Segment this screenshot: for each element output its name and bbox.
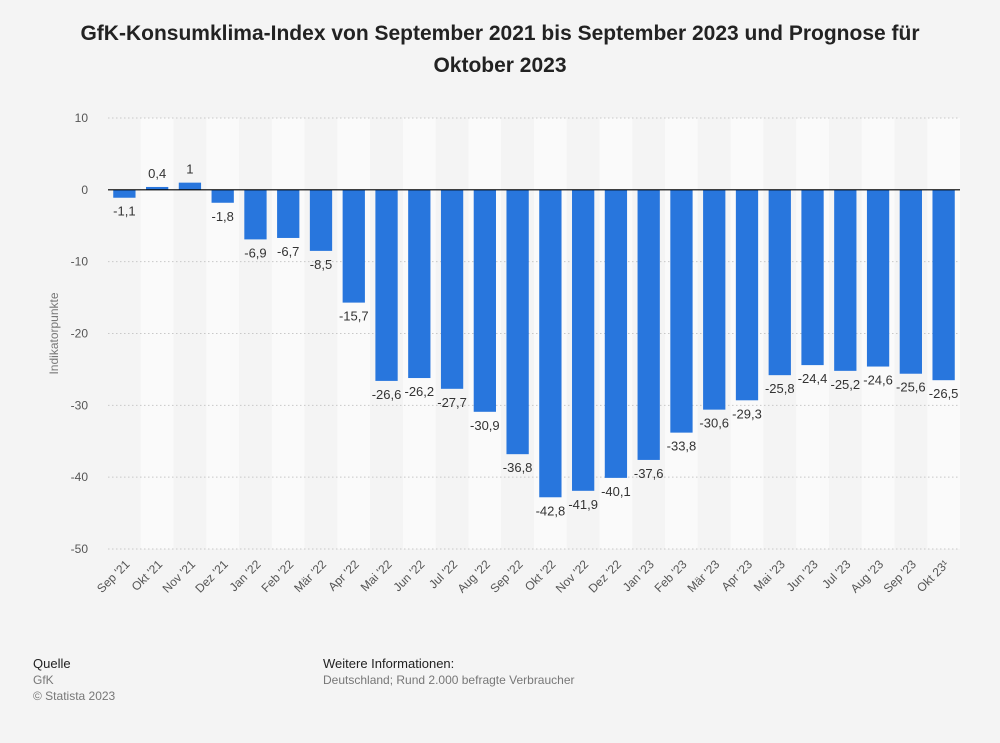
bar [408,189,431,379]
bar-value-label: -6,9 [244,245,266,260]
bar-value-label: -42,8 [536,503,566,518]
bar-value-label: -41,9 [568,497,598,512]
bar [932,189,955,381]
bar [768,189,791,376]
bar [244,189,267,240]
x-tick-label: Jan '22 [227,557,264,594]
bar [473,189,496,412]
x-tick-label: Okt 23¹ [914,557,952,595]
bar-value-label: -36,8 [503,460,533,475]
x-tick-label: Mär '22 [291,557,329,595]
y-tick-label: -40 [71,470,89,484]
x-tick-label: Apr '22 [325,557,362,594]
bar-value-label: -6,7 [277,244,299,259]
y-tick-label: 0 [81,183,88,197]
bar-value-label: -26,5 [929,386,959,401]
column-band [239,118,272,549]
bar [277,189,300,238]
bar-value-label: -8,5 [310,257,332,272]
source-block: Quelle GfK © Statista 2023 [33,656,115,704]
bar [703,189,726,410]
y-tick-label: -50 [71,542,89,556]
x-tick-label: Nov '22 [553,557,592,596]
bar-value-label: -30,6 [699,416,729,431]
x-tick-label: Dez '22 [586,557,625,596]
x-tick-label: Aug '23 [848,557,887,596]
bar-value-label: -26,6 [372,387,402,402]
bar [178,182,202,190]
x-tick-label: Jun '22 [390,557,427,594]
bar-value-label: -26,2 [404,384,434,399]
bar [113,189,136,198]
bar [834,189,857,371]
bar-value-label: -1,1 [113,204,135,219]
bar [506,189,529,455]
bar-value-label: 1 [186,162,193,177]
column-band [206,118,240,549]
bar-value-label: -37,6 [634,466,664,481]
x-tick-label: Sep '23 [881,557,920,596]
x-tick-label: Mai '23 [751,557,788,594]
x-tick-label: Sep '21 [94,557,133,596]
bar-value-label: -33,8 [667,439,697,454]
x-tick-label: Mai '22 [358,557,395,594]
bar-value-label: -1,8 [211,209,233,224]
x-tick-label: Dez '21 [192,557,231,596]
bar-value-label: -25,8 [765,381,795,396]
x-tick-label: Jun '23 [784,557,821,594]
info-heading: Weitere Informationen: [323,656,455,671]
y-tick-label: -20 [71,327,89,341]
bar [309,189,333,251]
y-tick-label: -10 [71,255,89,269]
x-tick-label: Aug '22 [455,557,494,596]
bar-value-label: -27,7 [437,395,467,410]
source-name: GfK [33,673,54,687]
y-tick-label: -30 [71,398,89,412]
bar [866,189,890,367]
bar [572,189,595,491]
bar [211,189,234,203]
bar [637,189,660,460]
bar [342,189,365,303]
x-tick-label: Mär '23 [684,557,722,595]
bar [670,189,693,433]
bar-value-label: -25,6 [896,380,926,395]
bar-value-label: -24,6 [863,373,893,388]
bar-value-label: -40,1 [601,484,631,499]
bar [146,186,169,190]
bar-value-label: -30,9 [470,418,500,433]
bar-value-label: -25,2 [830,377,860,392]
copyright: © Statista 2023 [33,689,116,703]
bar-value-label: -24,4 [798,371,828,386]
bar-value-label: 0,4 [148,166,166,181]
bar [801,189,824,366]
x-tick-label: Okt '21 [129,557,166,594]
x-tick-label: Feb '22 [258,557,296,595]
bar [735,189,759,401]
bar [604,189,628,478]
info-block: Weitere Informationen: Deutschland; Rund… [323,656,575,688]
x-tick-label: Jan '23 [620,557,657,594]
x-tick-label: Okt '22 [522,557,559,594]
info-text: Deutschland; Rund 2.000 befragte Verbrau… [323,673,575,687]
bar [375,189,398,381]
y-axis-label: Indikatorpunkte [47,292,61,374]
x-tick-label: Feb '23 [652,557,690,595]
source-heading: Quelle [33,656,71,671]
x-tick-label: Apr '23 [719,557,756,594]
bar [899,189,922,374]
bar-value-label: -29,3 [732,406,762,421]
bar [539,189,562,498]
x-tick-label: Nov '21 [160,557,199,596]
x-tick-label: Sep '22 [487,557,526,596]
bar [440,189,464,389]
chart-title: GfK-Konsumklima-Index von September 2021… [80,22,920,77]
bar-value-label: -15,7 [339,309,369,324]
y-tick-label: 10 [75,111,89,125]
